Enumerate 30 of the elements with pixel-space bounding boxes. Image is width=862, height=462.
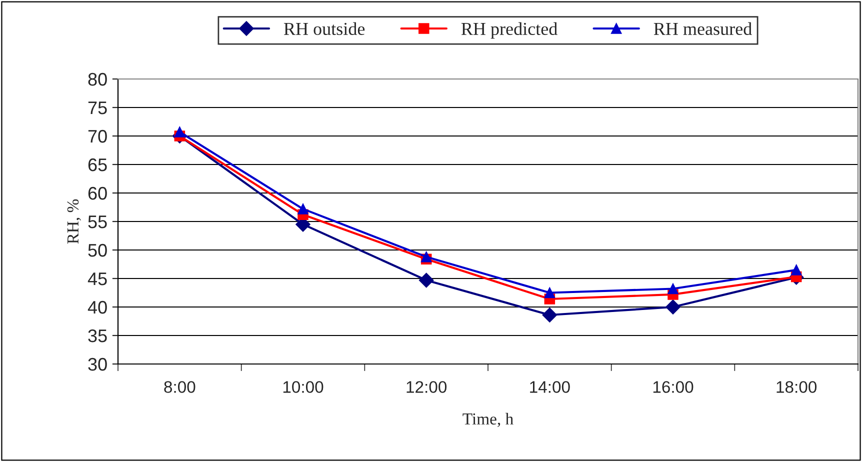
point	[298, 204, 308, 214]
y-axis-title: RH, %	[67, 199, 81, 244]
point	[544, 287, 556, 298]
y-tick-label: 50	[88, 244, 107, 257]
x-tick-label: 16:00	[653, 381, 694, 393]
point	[668, 283, 678, 294]
x-tick-label: 18:00	[776, 381, 817, 393]
point	[418, 272, 434, 288]
x-tick-label: 8:00	[164, 381, 196, 393]
point	[790, 264, 802, 276]
x-axis-title: Time, h	[462, 412, 514, 427]
y-tick-label: 45	[88, 272, 107, 286]
x-tick-label: 12:00	[406, 381, 447, 393]
y-tick-label: 75	[88, 102, 107, 114]
x-tick-label: 14:00	[530, 381, 570, 393]
point	[542, 308, 558, 322]
y-tick-label: 80	[88, 72, 107, 86]
y-tick-label: 60	[88, 186, 107, 200]
y-tick-label: 55	[88, 216, 107, 228]
y-tick-label: 70	[88, 130, 107, 143]
y-tick-label: 35	[88, 329, 107, 342]
point	[666, 300, 680, 314]
point	[420, 251, 432, 262]
y-tick-label: 40	[88, 300, 107, 314]
legend-label: RH measured	[654, 22, 752, 36]
legend-label: RH outside	[284, 22, 365, 36]
x-tick-label: 10:00	[283, 381, 324, 393]
legend-label: RH predicted	[461, 22, 558, 39]
y-tick-label: 30	[88, 358, 107, 371]
y-tick-label: 65	[88, 158, 107, 172]
